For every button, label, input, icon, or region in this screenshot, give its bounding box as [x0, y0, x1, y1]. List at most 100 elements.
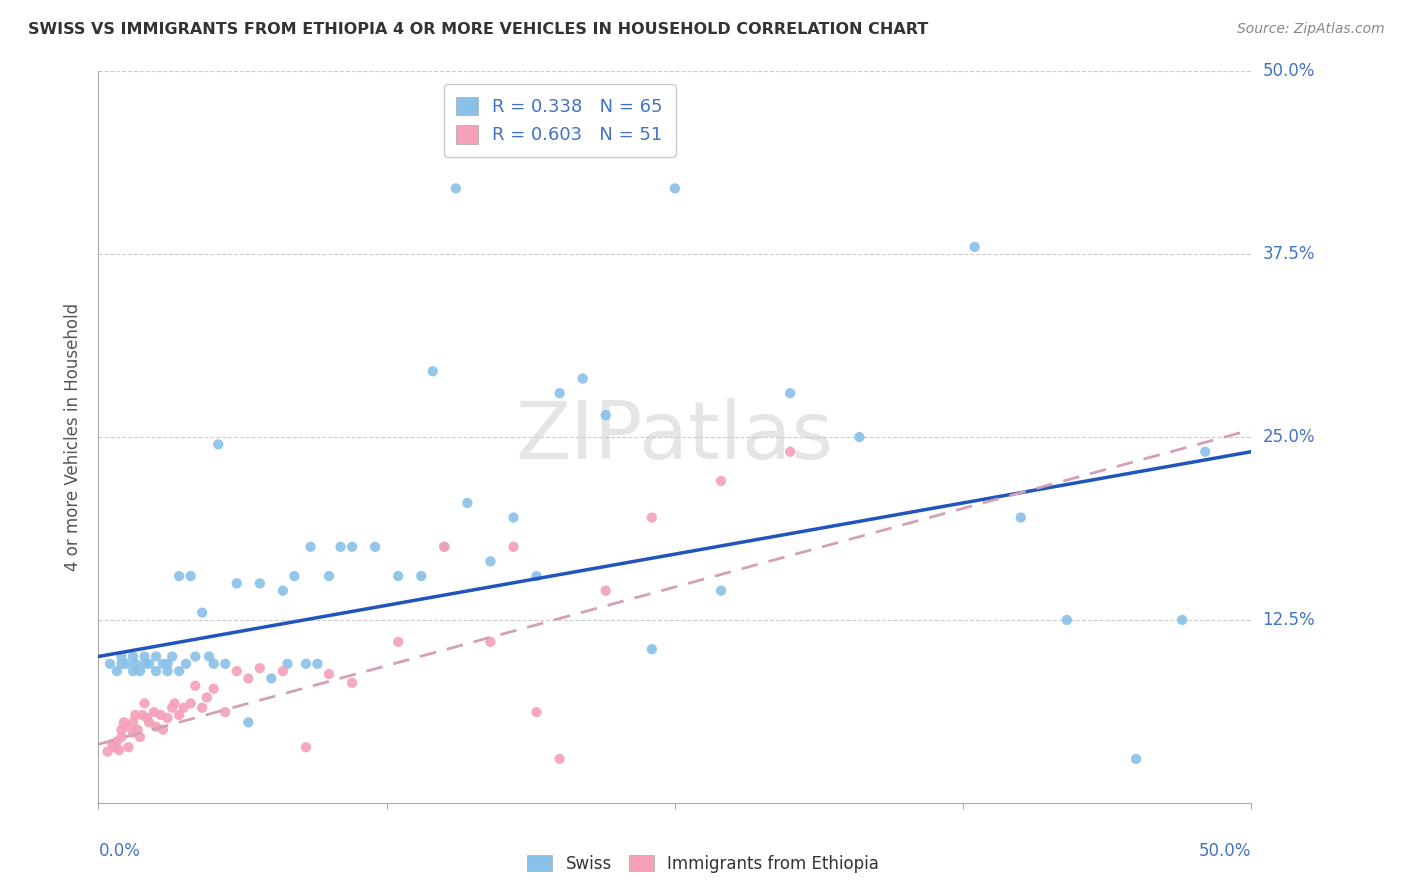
Point [299, 540, 322, 554]
Point [198, 649, 221, 664]
Point [160, 700, 183, 714]
Point [184, 679, 207, 693]
Text: ZIPatlas: ZIPatlas [516, 398, 834, 476]
Point [329, 540, 352, 554]
Point [122, 664, 145, 678]
Point [174, 657, 197, 671]
Point [142, 705, 165, 719]
Point [101, 737, 124, 751]
Point [1010, 510, 1032, 524]
Point [191, 700, 214, 714]
Point [108, 743, 131, 757]
Point [238, 672, 260, 686]
Text: 37.5%: 37.5% [1263, 245, 1315, 263]
Point [117, 740, 139, 755]
Point [152, 657, 174, 671]
Point [167, 708, 190, 723]
Point [411, 569, 433, 583]
Point [422, 364, 444, 378]
Point [548, 752, 571, 766]
Point [115, 720, 138, 734]
Point [963, 240, 986, 254]
Point [134, 696, 156, 710]
Point [122, 649, 145, 664]
Point [271, 664, 294, 678]
Point [526, 705, 548, 719]
Legend: R = 0.338   N = 65, R = 0.603   N = 51: R = 0.338 N = 65, R = 0.603 N = 51 [444, 84, 675, 157]
Point [152, 723, 174, 737]
Point [180, 569, 202, 583]
Point [548, 386, 571, 401]
Point [710, 583, 733, 598]
Point [456, 496, 478, 510]
Point [156, 711, 179, 725]
Point [595, 408, 617, 422]
Point [249, 576, 271, 591]
Text: 50.0%: 50.0% [1199, 842, 1251, 860]
Text: 25.0%: 25.0% [1263, 428, 1315, 446]
Point [479, 554, 502, 568]
Point [502, 540, 524, 554]
Point [571, 371, 593, 385]
Point [195, 690, 218, 705]
Point [134, 657, 156, 671]
Point [479, 635, 502, 649]
Point [318, 667, 340, 681]
Point [129, 730, 152, 744]
Text: SWISS VS IMMIGRANTS FROM ETHIOPIA 4 OR MORE VEHICLES IN HOUSEHOLD CORRELATION CH: SWISS VS IMMIGRANTS FROM ETHIOPIA 4 OR M… [28, 22, 928, 37]
Point [131, 708, 153, 723]
Point [779, 444, 801, 458]
Point [276, 657, 298, 671]
Point [260, 672, 283, 686]
Point [225, 664, 247, 678]
Point [249, 661, 271, 675]
Point [433, 540, 456, 554]
Point [110, 723, 132, 737]
Point [340, 540, 363, 554]
Legend: Swiss, Immigrants from Ethiopia: Swiss, Immigrants from Ethiopia [520, 848, 886, 880]
Point [124, 708, 146, 723]
Point [318, 569, 340, 583]
Point [214, 705, 236, 719]
Point [110, 730, 132, 744]
Y-axis label: 4 or more Vehicles in Household: 4 or more Vehicles in Household [65, 303, 83, 571]
Point [112, 715, 135, 730]
Point [214, 657, 236, 671]
Point [710, 474, 733, 488]
Point [110, 649, 132, 664]
Point [307, 657, 329, 671]
Point [387, 635, 409, 649]
Point [122, 725, 145, 739]
Point [641, 510, 664, 524]
Point [180, 696, 202, 710]
Point [295, 657, 318, 671]
Point [145, 649, 167, 664]
Point [184, 649, 207, 664]
Point [364, 540, 387, 554]
Point [138, 657, 160, 671]
Point [433, 540, 456, 554]
Point [115, 657, 138, 671]
Point [295, 740, 318, 755]
Point [145, 720, 167, 734]
Point [202, 657, 225, 671]
Point [135, 711, 157, 725]
Point [271, 583, 294, 598]
Point [1171, 613, 1194, 627]
Point [163, 696, 186, 710]
Point [127, 723, 149, 737]
Point [173, 700, 195, 714]
Point [103, 740, 125, 755]
Point [134, 649, 156, 664]
Point [1056, 613, 1078, 627]
Point [283, 569, 305, 583]
Text: 12.5%: 12.5% [1263, 611, 1315, 629]
Text: Source: ZipAtlas.com: Source: ZipAtlas.com [1237, 22, 1385, 37]
Point [191, 606, 214, 620]
Point [110, 657, 132, 671]
Point [97, 745, 120, 759]
Point [105, 664, 128, 678]
Point [156, 664, 179, 678]
Point [779, 386, 801, 401]
Point [641, 642, 664, 657]
